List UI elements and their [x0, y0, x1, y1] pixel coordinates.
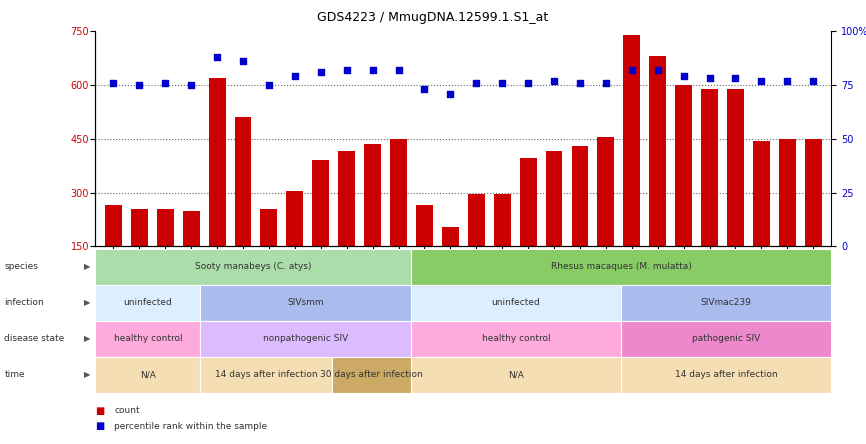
- Text: disease state: disease state: [4, 334, 65, 343]
- Point: [625, 66, 639, 73]
- Point: [702, 75, 716, 82]
- Bar: [365, 144, 381, 300]
- Text: uninfected: uninfected: [492, 298, 540, 307]
- Point: [495, 79, 509, 86]
- Point: [780, 77, 794, 84]
- Bar: [183, 211, 199, 300]
- Bar: [494, 194, 511, 300]
- Point: [107, 79, 120, 86]
- Point: [132, 81, 146, 88]
- Point: [728, 75, 742, 82]
- Point: [676, 73, 690, 80]
- Point: [365, 66, 379, 73]
- Bar: [410, 357, 621, 393]
- Point: [547, 77, 561, 84]
- Bar: [200, 321, 410, 357]
- Bar: [805, 139, 822, 300]
- Point: [417, 86, 431, 93]
- Bar: [572, 146, 588, 300]
- Bar: [390, 139, 407, 300]
- Bar: [624, 35, 640, 300]
- Point: [443, 90, 457, 97]
- Text: infection: infection: [4, 298, 44, 307]
- Bar: [727, 88, 744, 300]
- Text: SIVsmm: SIVsmm: [288, 298, 324, 307]
- Text: healthy control: healthy control: [113, 334, 182, 343]
- Text: Rhesus macaques (M. mulatta): Rhesus macaques (M. mulatta): [551, 262, 691, 271]
- Bar: [200, 285, 410, 321]
- Bar: [410, 249, 831, 285]
- Point: [288, 73, 301, 80]
- Point: [599, 79, 613, 86]
- Point: [339, 66, 353, 73]
- Point: [391, 66, 405, 73]
- Point: [184, 81, 198, 88]
- Text: ■: ■: [95, 421, 105, 431]
- Bar: [157, 209, 174, 300]
- Bar: [95, 249, 410, 285]
- Bar: [313, 160, 329, 300]
- Text: count: count: [114, 406, 140, 415]
- Bar: [200, 357, 332, 393]
- Bar: [442, 227, 459, 300]
- Point: [210, 53, 224, 60]
- Point: [573, 79, 587, 86]
- Text: SIVmac239: SIVmac239: [701, 298, 752, 307]
- Bar: [332, 357, 410, 393]
- Bar: [410, 321, 621, 357]
- Point: [262, 81, 276, 88]
- Bar: [261, 209, 277, 300]
- Text: N/A: N/A: [140, 370, 156, 380]
- Bar: [416, 205, 433, 300]
- Point: [650, 66, 664, 73]
- Bar: [209, 78, 225, 300]
- Bar: [105, 205, 122, 300]
- Bar: [287, 191, 303, 300]
- Text: time: time: [4, 370, 25, 380]
- Bar: [621, 321, 831, 357]
- Point: [521, 79, 535, 86]
- Bar: [95, 357, 200, 393]
- Text: healthy control: healthy control: [481, 334, 550, 343]
- Bar: [701, 88, 718, 300]
- Text: ▶: ▶: [84, 334, 91, 343]
- Text: 30 days after infection: 30 days after infection: [320, 370, 423, 380]
- Point: [313, 68, 327, 75]
- Text: Sooty manabeys (C. atys): Sooty manabeys (C. atys): [195, 262, 311, 271]
- Text: nonpathogenic SIV: nonpathogenic SIV: [263, 334, 348, 343]
- Bar: [339, 151, 355, 300]
- Bar: [410, 285, 621, 321]
- Bar: [621, 285, 831, 321]
- Bar: [621, 357, 831, 393]
- Bar: [753, 141, 770, 300]
- Bar: [131, 209, 148, 300]
- Bar: [546, 151, 562, 300]
- Text: N/A: N/A: [508, 370, 524, 380]
- Point: [806, 77, 820, 84]
- Text: ■: ■: [95, 406, 105, 416]
- Bar: [779, 139, 796, 300]
- Point: [158, 79, 172, 86]
- Bar: [468, 194, 485, 300]
- Bar: [95, 285, 200, 321]
- Text: 14 days after infection: 14 days after infection: [675, 370, 778, 380]
- Bar: [95, 321, 200, 357]
- Point: [754, 77, 768, 84]
- Text: ▶: ▶: [84, 262, 91, 271]
- Bar: [675, 85, 692, 300]
- Bar: [235, 117, 251, 300]
- Text: uninfected: uninfected: [124, 298, 172, 307]
- Bar: [520, 159, 537, 300]
- Text: pathogenic SIV: pathogenic SIV: [692, 334, 760, 343]
- Text: species: species: [4, 262, 38, 271]
- Point: [236, 58, 250, 65]
- Text: GDS4223 / MmugDNA.12599.1.S1_at: GDS4223 / MmugDNA.12599.1.S1_at: [317, 11, 549, 24]
- Text: percentile rank within the sample: percentile rank within the sample: [114, 422, 268, 431]
- Text: ▶: ▶: [84, 370, 91, 380]
- Point: [469, 79, 483, 86]
- Bar: [598, 137, 614, 300]
- Bar: [650, 56, 666, 300]
- Text: ▶: ▶: [84, 298, 91, 307]
- Text: 14 days after infection: 14 days after infection: [215, 370, 318, 380]
